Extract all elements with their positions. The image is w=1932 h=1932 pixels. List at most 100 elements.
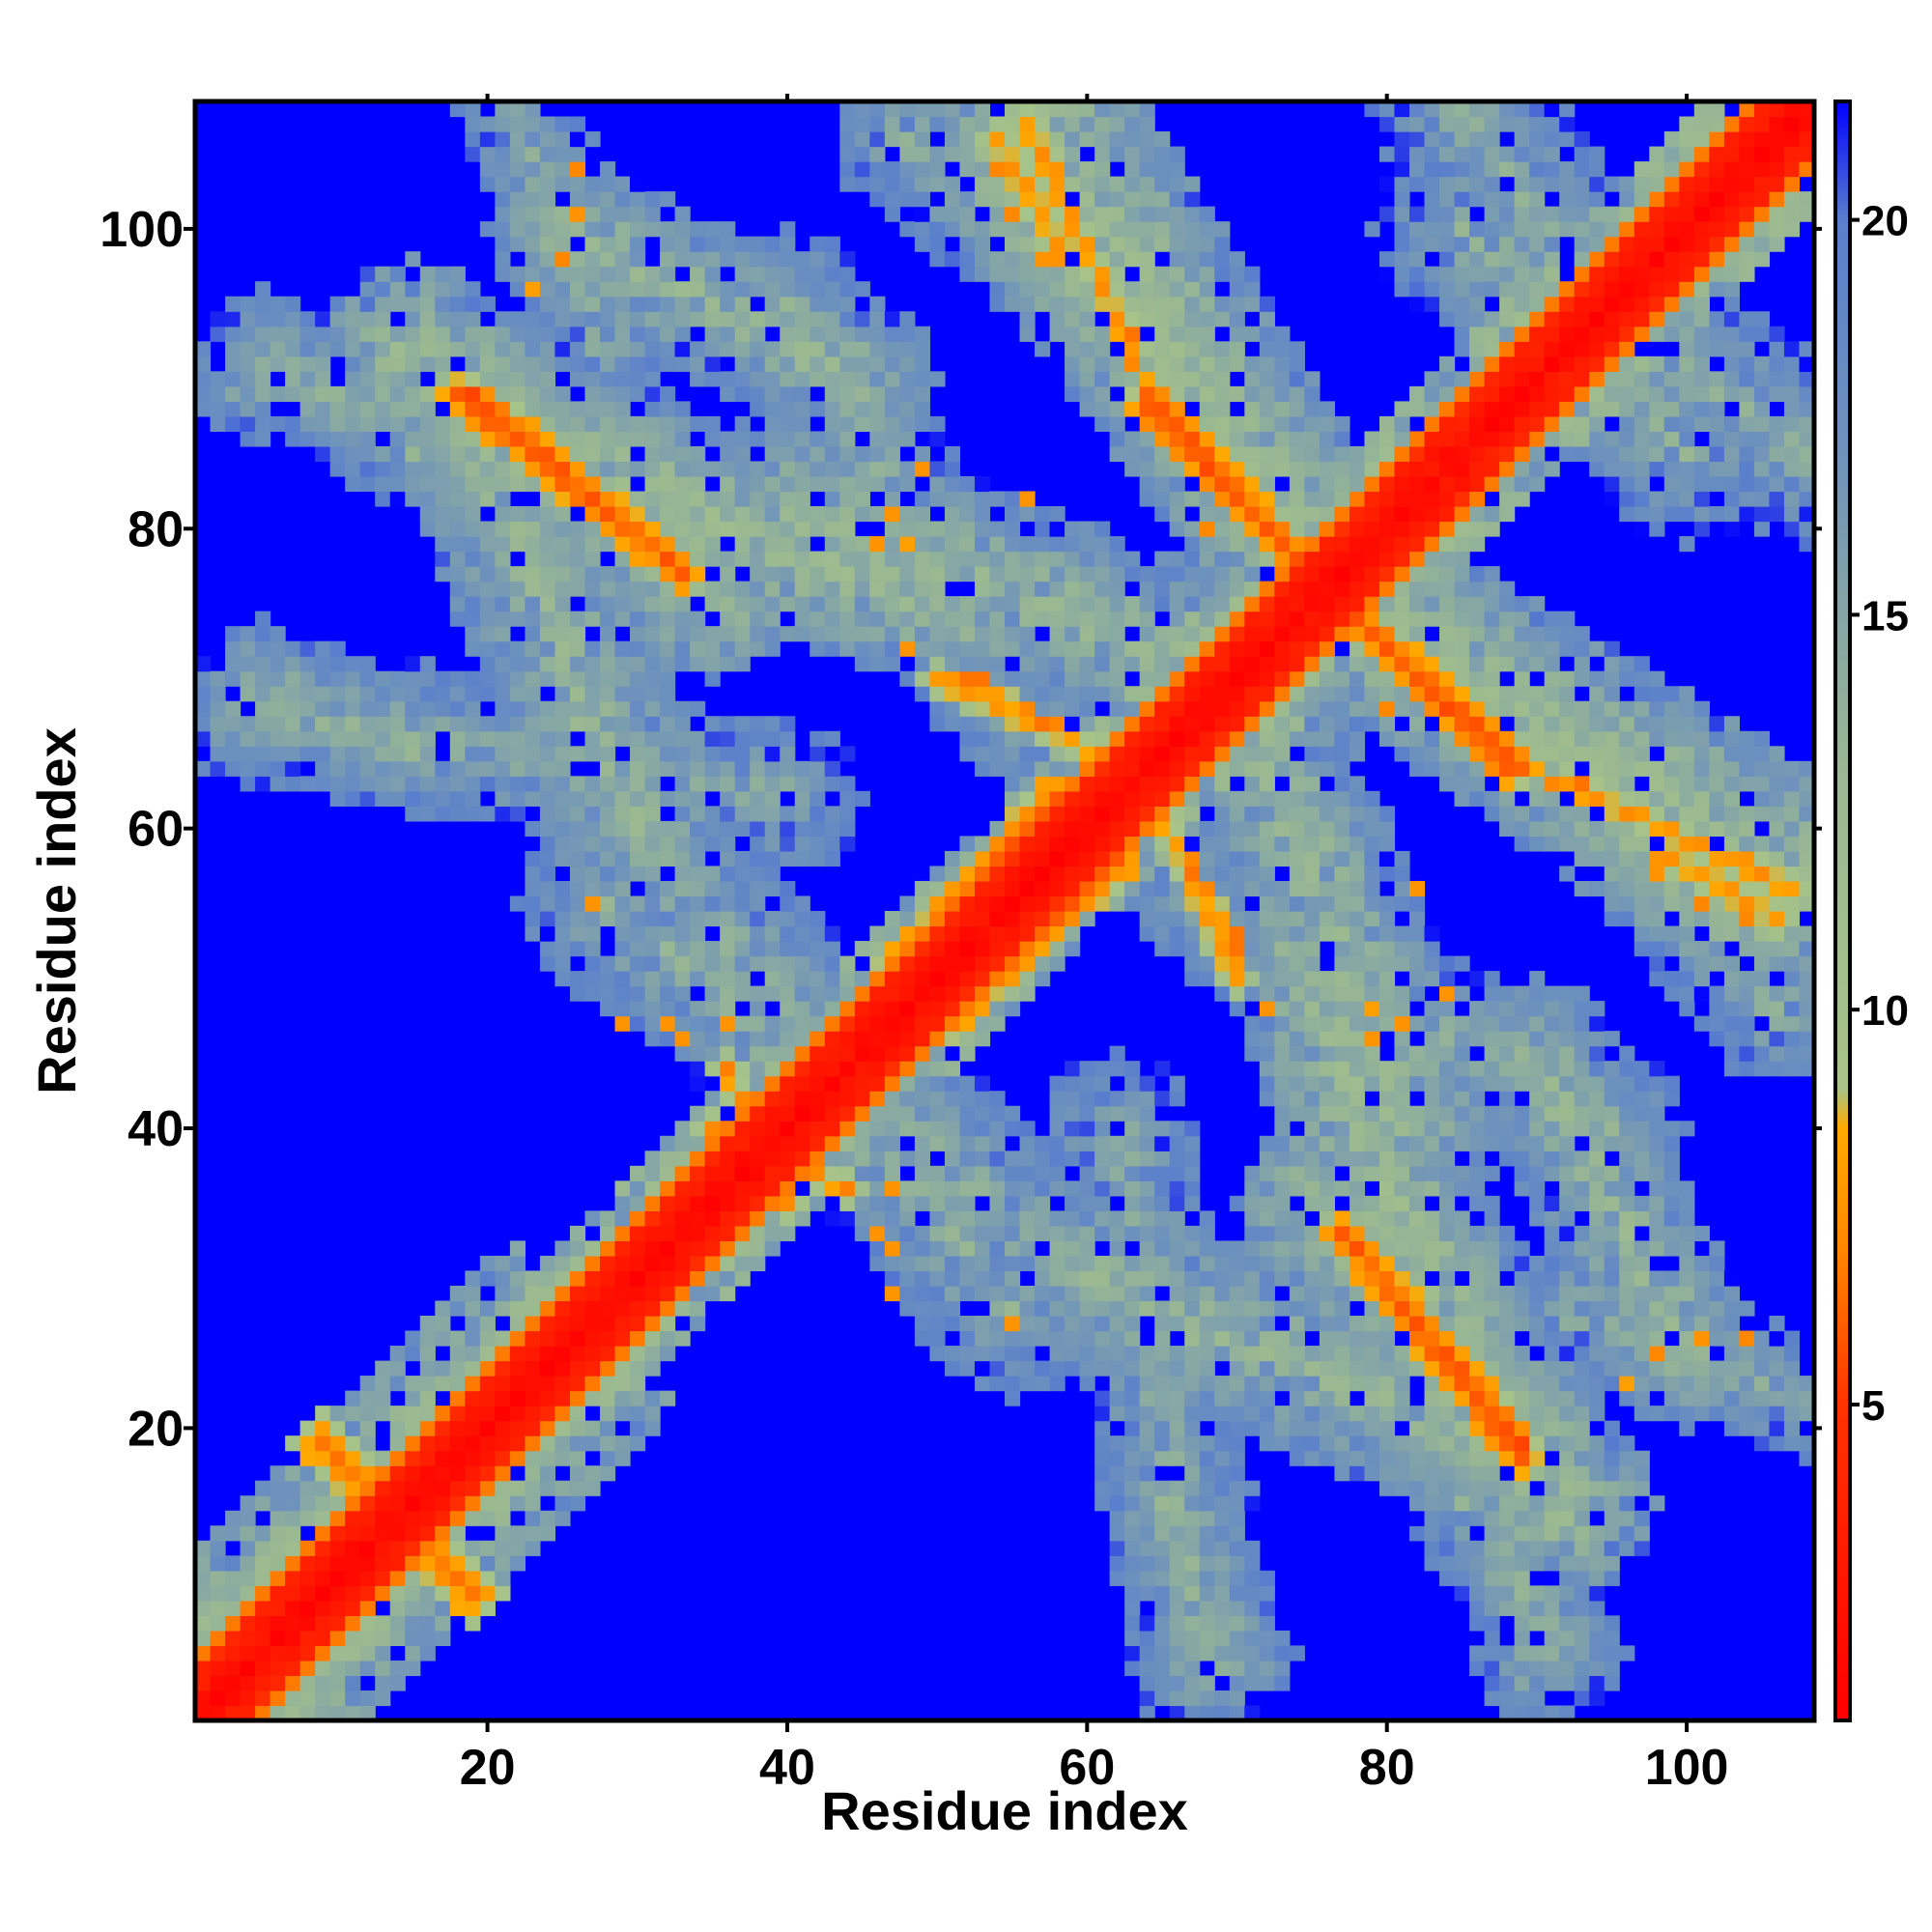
heatmap-cell	[569, 1270, 586, 1287]
heatmap-cell	[1199, 355, 1215, 372]
heatmap-cell	[1109, 700, 1125, 717]
heatmap-cell	[644, 326, 661, 342]
heatmap-cell	[329, 1585, 346, 1602]
heatmap-cell	[465, 101, 481, 118]
heatmap-cell	[1169, 191, 1185, 208]
heatmap-cell	[704, 760, 721, 777]
heatmap-cell	[1109, 445, 1125, 463]
heatmap-cell	[929, 1255, 946, 1272]
heatmap-cell	[989, 716, 1006, 732]
heatmap-cell	[1259, 746, 1275, 762]
heatmap-cell	[750, 581, 766, 597]
heatmap-cell	[974, 1165, 991, 1181]
heatmap-cell	[1079, 1135, 1095, 1151]
heatmap-cell	[734, 1015, 751, 1032]
heatmap-cell	[1259, 670, 1275, 687]
heatmap-cell	[240, 415, 256, 433]
heatmap-cell	[1139, 1525, 1155, 1542]
heatmap-cell	[569, 311, 586, 327]
heatmap-cell	[1035, 955, 1051, 972]
heatmap-cell	[1169, 1630, 1185, 1647]
heatmap-cell	[255, 746, 271, 762]
heatmap-cell	[1139, 670, 1155, 687]
heatmap-cell	[630, 506, 646, 523]
heatmap-cell	[1199, 1316, 1215, 1332]
heatmap-cell	[569, 836, 586, 852]
heatmap-cell	[959, 1105, 976, 1122]
heatmap-cell	[1244, 820, 1261, 838]
heatmap-cell	[270, 1660, 286, 1677]
heatmap-cell	[449, 730, 466, 747]
heatmap-cell	[1169, 521, 1185, 537]
heatmap-cell	[704, 221, 721, 238]
heatmap-cell	[419, 806, 436, 822]
heatmap-cell	[240, 746, 256, 762]
heatmap-cell	[1364, 971, 1380, 987]
heatmap-cell	[1035, 790, 1051, 807]
heatmap-cell	[1214, 1585, 1231, 1602]
heatmap-cell	[1319, 1195, 1336, 1211]
heatmap-cell	[660, 566, 676, 582]
heatmap-cell	[270, 1555, 286, 1572]
heatmap-cell	[1049, 626, 1065, 642]
heatmap-cell	[299, 1420, 316, 1436]
heatmap-cell	[539, 281, 556, 298]
heatmap-cell	[509, 206, 526, 222]
heatmap-cell	[674, 326, 691, 342]
heatmap-cell	[1124, 161, 1141, 178]
heatmap-cell	[1214, 1495, 1231, 1512]
heatmap-cell	[1259, 326, 1275, 342]
heatmap-cell	[929, 146, 946, 162]
heatmap-cell	[854, 1061, 870, 1077]
heatmap-cell	[1094, 355, 1111, 372]
heatmap-cell	[780, 341, 796, 357]
heatmap-cell	[225, 371, 242, 387]
heatmap-cell	[270, 656, 286, 672]
heatmap-cell	[899, 146, 916, 162]
heatmap-cell	[1019, 850, 1036, 867]
heatmap-cell	[554, 206, 571, 222]
heatmap-cell	[255, 716, 271, 732]
heatmap-cell	[584, 566, 601, 582]
heatmap-cell	[584, 955, 601, 972]
heatmap-cell	[1349, 700, 1366, 717]
heatmap-cell	[974, 1210, 991, 1227]
heatmap-cell	[1274, 1420, 1291, 1436]
heatmap-cell	[1214, 1330, 1231, 1347]
heatmap-cell	[345, 475, 361, 493]
heatmap-cell	[1334, 1240, 1350, 1257]
heatmap-cell	[974, 1180, 991, 1197]
heatmap-cell	[465, 730, 481, 747]
heatmap-cell	[734, 1165, 751, 1181]
heatmap-cell	[1184, 445, 1201, 463]
heatmap-cell	[914, 131, 931, 148]
heatmap-cell	[1035, 700, 1051, 717]
heatmap-cell	[1079, 1330, 1095, 1347]
heatmap-cell	[734, 1045, 751, 1062]
heatmap-cell	[734, 1225, 751, 1242]
heatmap-cell	[824, 971, 840, 987]
heatmap-cell	[690, 251, 706, 268]
heatmap-cell	[1184, 1450, 1201, 1466]
heatmap-cell	[929, 1031, 946, 1047]
heatmap-cell	[495, 806, 511, 822]
heatmap-cell	[1169, 1406, 1185, 1422]
heatmap-cell	[329, 296, 346, 312]
heatmap-cell	[614, 491, 631, 507]
heatmap-cell	[1259, 1570, 1275, 1586]
heatmap-cell	[1184, 281, 1201, 298]
heatmap-cell	[225, 311, 242, 327]
heatmap-cell	[1304, 1195, 1321, 1211]
heatmap-cell	[584, 1390, 601, 1406]
heatmap-cell	[1019, 251, 1036, 268]
heatmap-cell	[1139, 311, 1155, 327]
heatmap-cell	[720, 1240, 736, 1257]
heatmap-cell	[1154, 880, 1171, 897]
heatmap-cell	[914, 895, 931, 912]
heatmap-cell	[734, 895, 751, 912]
heatmap-cell	[1274, 760, 1291, 777]
heatmap-cell	[1364, 626, 1380, 642]
heatmap-cell	[720, 475, 736, 493]
heatmap-cell	[704, 341, 721, 357]
heatmap-cell	[465, 1600, 481, 1616]
